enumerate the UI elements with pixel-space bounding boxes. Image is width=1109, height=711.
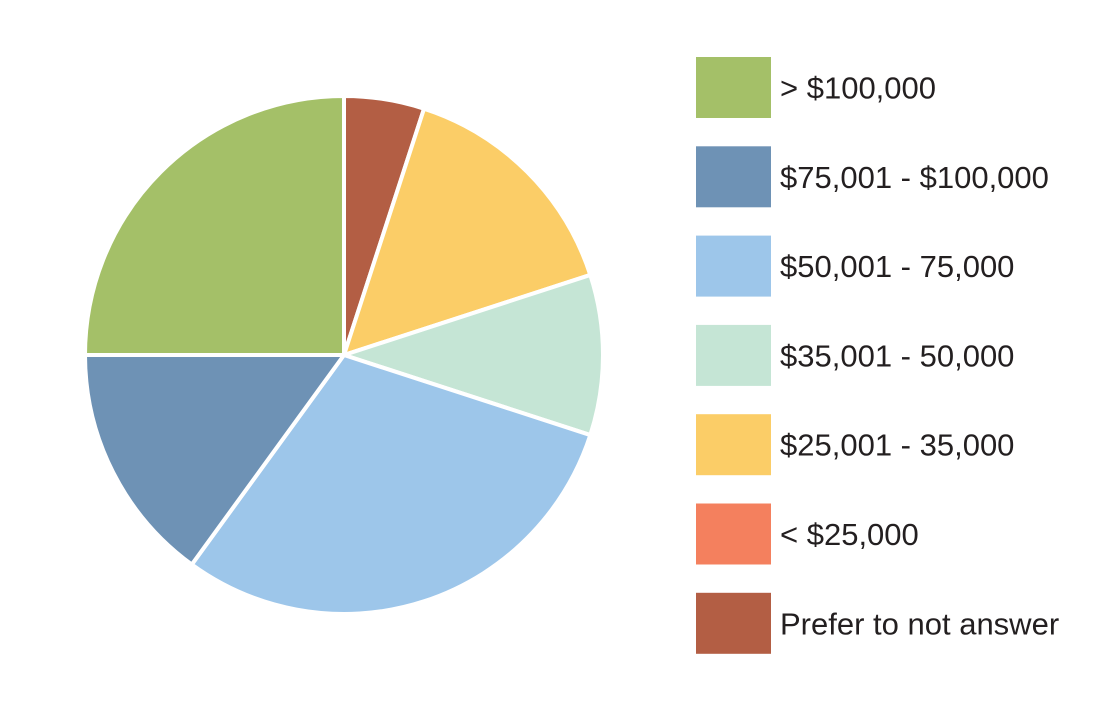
legend-label-0: > $100,000 [780,71,936,106]
legend-label-2: $50,001 - 75,000 [780,249,1014,284]
legend-swatch-0 [696,57,771,118]
legend-swatch-3 [696,324,771,386]
pie-slice-5 [83,94,346,357]
legend-label-1: $75,001 - $100,000 [780,160,1049,195]
legend-label-5: < $25,000 [780,517,919,552]
legend-label-4: $25,001 - 35,000 [780,428,1014,463]
legend-swatch-5 [696,503,771,565]
pie-slice-2 [342,272,605,438]
legend-swatch-1 [696,146,771,208]
pie [83,94,605,616]
legend-swatch-2 [696,235,771,297]
legend: > $100,000 $75,001 - $100,000 $50,001 - 75… [696,57,1059,654]
pie-slice-3 [189,353,593,616]
legend-label-6: Prefer to not answer [780,606,1059,641]
legend-swatch-4 [696,414,771,476]
legend-swatch-6 [696,592,771,654]
legend-label-3: $35,001 - 50,000 [780,338,1014,373]
pie-slice-4 [83,353,346,567]
